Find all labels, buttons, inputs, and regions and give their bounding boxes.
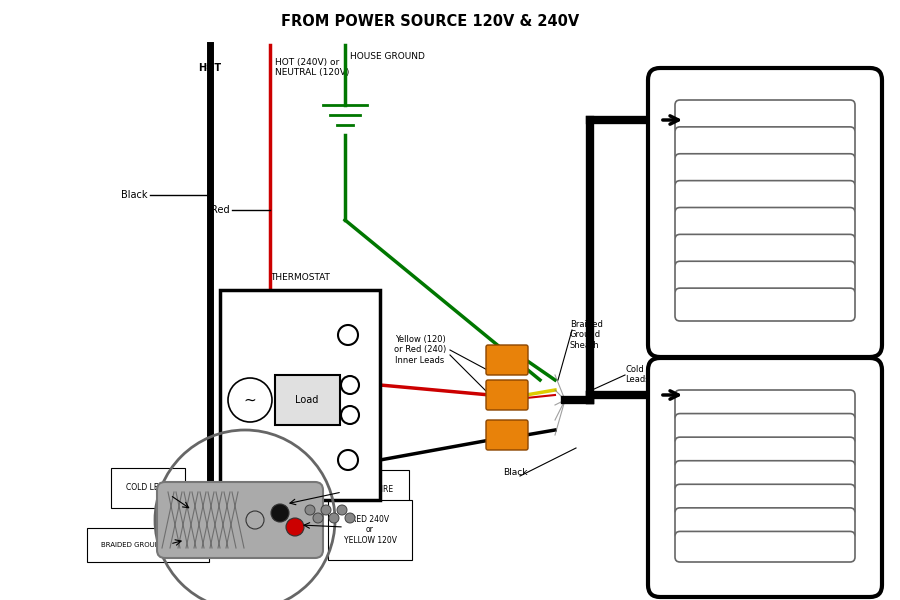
Circle shape	[345, 513, 355, 523]
Text: ~: ~	[244, 392, 256, 407]
Text: THERMOSTAT: THERMOSTAT	[270, 273, 330, 282]
FancyBboxPatch shape	[675, 532, 855, 562]
FancyBboxPatch shape	[675, 508, 855, 538]
Text: BRAIDED GROUND SHEATH: BRAIDED GROUND SHEATH	[101, 542, 195, 548]
FancyBboxPatch shape	[675, 127, 855, 160]
Circle shape	[337, 505, 347, 515]
FancyBboxPatch shape	[675, 208, 855, 241]
FancyBboxPatch shape	[675, 235, 855, 267]
Circle shape	[313, 513, 323, 523]
Circle shape	[321, 505, 331, 515]
Text: Braided
Ground
Sheath: Braided Ground Sheath	[570, 320, 603, 350]
Text: Load: Load	[295, 395, 319, 405]
Text: RED 240V
or
YELLOW 120V: RED 240V or YELLOW 120V	[344, 515, 397, 545]
Text: Black: Black	[503, 468, 527, 477]
Text: COLD LEAD: COLD LEAD	[126, 484, 170, 493]
FancyBboxPatch shape	[675, 390, 855, 421]
FancyBboxPatch shape	[675, 413, 855, 444]
FancyBboxPatch shape	[220, 290, 380, 500]
Text: Yellow (120)
or Red (240)
Inner Leads: Yellow (120) or Red (240) Inner Leads	[394, 335, 446, 365]
Text: FROM POWER SOURCE 120V & 240V: FROM POWER SOURCE 120V & 240V	[281, 14, 579, 29]
Circle shape	[271, 504, 289, 522]
Text: L1 (L): L1 (L)	[272, 446, 298, 455]
FancyBboxPatch shape	[275, 375, 340, 425]
Text: Cold
Leads: Cold Leads	[625, 365, 650, 385]
FancyBboxPatch shape	[675, 288, 855, 321]
FancyBboxPatch shape	[486, 380, 528, 410]
FancyBboxPatch shape	[675, 461, 855, 491]
Text: Red: Red	[212, 205, 230, 215]
Circle shape	[286, 518, 304, 536]
FancyBboxPatch shape	[675, 100, 855, 133]
Circle shape	[246, 511, 264, 529]
Text: HOT (240V) or
NEUTRAL (120V): HOT (240V) or NEUTRAL (120V)	[275, 58, 349, 77]
FancyBboxPatch shape	[675, 484, 855, 515]
FancyBboxPatch shape	[675, 261, 855, 294]
FancyBboxPatch shape	[675, 437, 855, 468]
FancyBboxPatch shape	[648, 68, 882, 357]
Circle shape	[329, 513, 339, 523]
FancyBboxPatch shape	[675, 181, 855, 214]
Text: HOT: HOT	[198, 63, 221, 73]
Circle shape	[305, 505, 315, 515]
FancyBboxPatch shape	[648, 358, 882, 597]
FancyBboxPatch shape	[675, 154, 855, 187]
FancyBboxPatch shape	[157, 482, 323, 558]
Text: BLACK WIRE: BLACK WIRE	[346, 485, 393, 494]
Text: L2 (N): L2 (N)	[272, 321, 299, 330]
FancyBboxPatch shape	[486, 420, 528, 450]
Text: Black: Black	[122, 190, 148, 200]
Text: HOUSE GROUND: HOUSE GROUND	[350, 52, 425, 61]
FancyBboxPatch shape	[486, 345, 528, 375]
